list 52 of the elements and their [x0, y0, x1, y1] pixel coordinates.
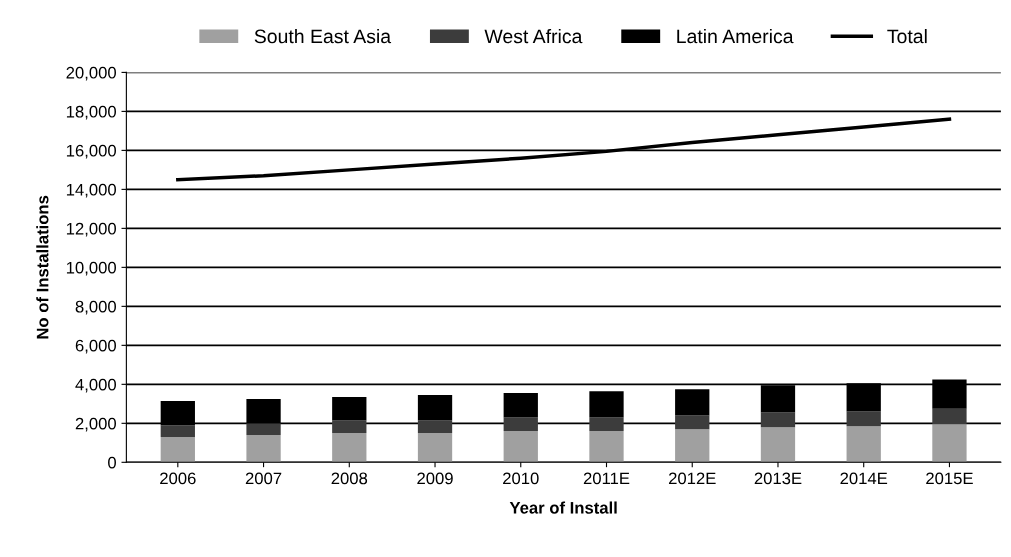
y-tick-label: 4,000: [75, 378, 117, 393]
bar: [932, 424, 967, 463]
bar: [760, 427, 796, 463]
bar: [503, 393, 538, 418]
bar: [332, 420, 367, 434]
bar: [160, 436, 195, 463]
bar: [332, 433, 367, 463]
bar: [760, 412, 796, 428]
bar: [160, 425, 195, 437]
bar: [246, 435, 281, 463]
y-tick-label: 12,000: [66, 222, 117, 237]
bar: [932, 408, 967, 425]
x-tick-label: 2013E: [754, 472, 802, 485]
x-tick-label: 2011E: [583, 472, 630, 485]
bar: [675, 389, 710, 416]
bar: [589, 417, 624, 432]
y-tick-label: 0: [108, 456, 116, 469]
bar: [417, 420, 453, 434]
bar: [675, 429, 710, 463]
x-tick-label: 2009: [417, 472, 453, 485]
bar: [417, 433, 453, 463]
x-tick-label: 2008: [331, 472, 368, 485]
y-axis-title: No of Installations: [36, 195, 49, 339]
y-tick-label: 2,000: [75, 417, 117, 432]
bar: [846, 411, 881, 427]
x-tick-label: 2007: [245, 472, 282, 485]
y-tick-label: 8,000: [75, 300, 117, 315]
legend-label: Total: [887, 28, 927, 44]
y-tick-label: 14,000: [66, 183, 117, 198]
legend-label: Latin America: [677, 28, 794, 44]
legend-label: South East Asia: [254, 28, 392, 44]
x-tick-label: 2006: [160, 472, 196, 485]
y-tick-label: 6,000: [75, 339, 117, 354]
y-tick-label: 20,000: [66, 66, 117, 81]
bar: [503, 417, 538, 432]
legend-label: West Africa: [484, 28, 583, 44]
y-tick-label: 18,000: [66, 105, 117, 120]
bar: [846, 426, 881, 463]
x-axis-title: Year of Install: [509, 501, 617, 514]
bar: [417, 395, 453, 421]
bar: [589, 391, 624, 418]
y-tick-label: 16,000: [66, 144, 117, 159]
y-tick-label: 10,000: [66, 261, 117, 276]
x-tick-label: 2015E: [926, 472, 973, 485]
bar: [246, 423, 281, 436]
x-tick-label: 2014E: [840, 472, 888, 485]
bar: [332, 397, 367, 421]
bar: [503, 431, 538, 463]
x-tick-label: 2010: [503, 472, 539, 485]
x-tick-label: 2012E: [668, 472, 716, 485]
bar: [675, 415, 710, 430]
bar: [589, 431, 624, 463]
